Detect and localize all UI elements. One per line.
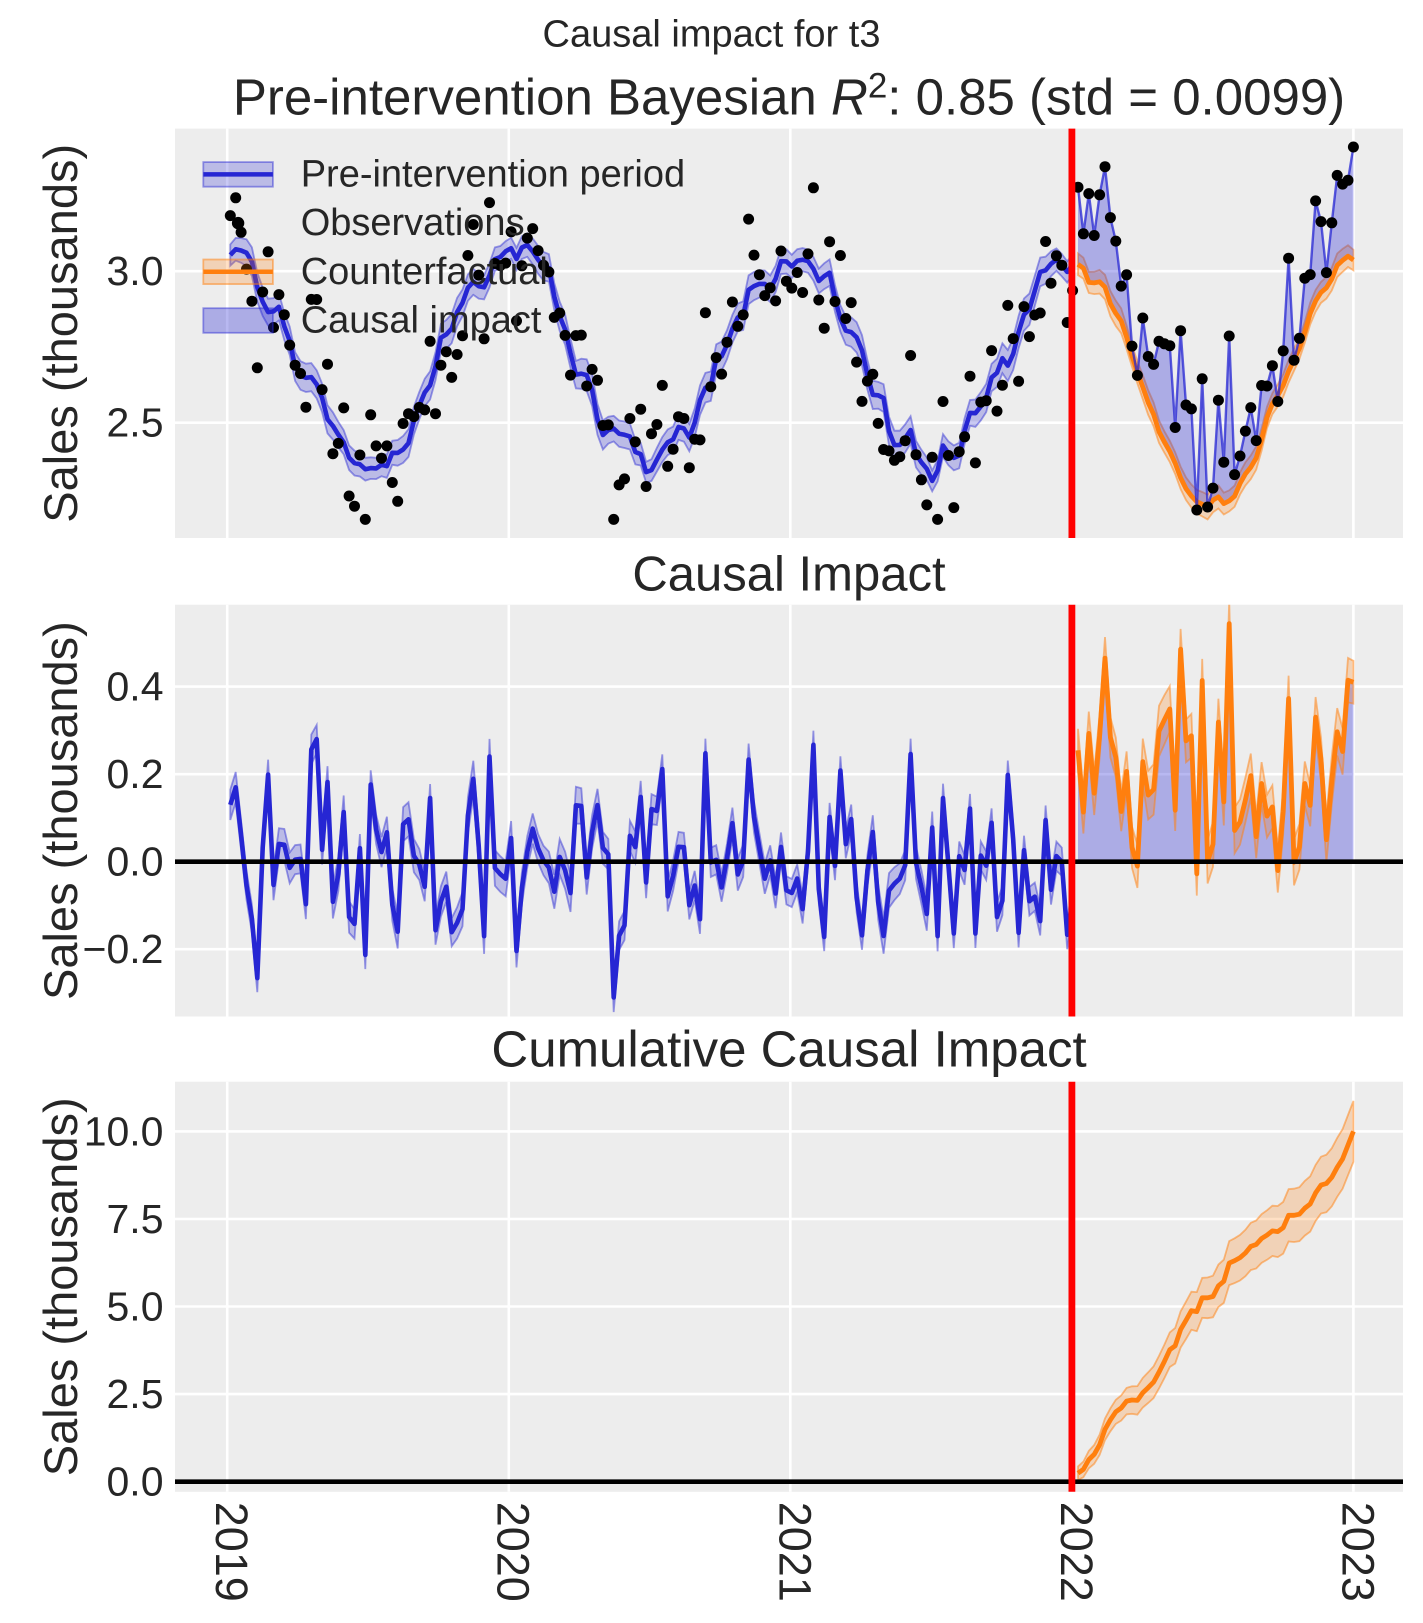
svg-text:Causal impact for t3: Causal impact for t3 (543, 13, 881, 55)
svg-text:0.4: 0.4 (107, 664, 164, 710)
svg-text:Observations: Observations (301, 202, 525, 244)
svg-text:2021: 2021 (769, 1502, 820, 1602)
svg-text:2023: 2023 (1332, 1502, 1383, 1602)
svg-text:7.5: 7.5 (107, 1196, 164, 1242)
svg-text:2020: 2020 (488, 1502, 539, 1602)
svg-text:Causal Impact: Causal Impact (632, 548, 946, 602)
svg-text:0.0: 0.0 (107, 1459, 164, 1505)
svg-text:3.0: 3.0 (107, 248, 164, 294)
svg-text:Counterfactual: Counterfactual (301, 251, 548, 293)
svg-text:Sales (thousands): Sales (thousands) (34, 621, 87, 1000)
svg-text:Sales (thousands): Sales (thousands) (34, 144, 87, 523)
svg-text:2.5: 2.5 (107, 400, 164, 446)
svg-text:2.5: 2.5 (107, 1371, 164, 1417)
svg-text:2019: 2019 (206, 1502, 257, 1602)
svg-text:0.2: 0.2 (107, 751, 164, 797)
svg-text:Cumulative Causal Impact: Cumulative Causal Impact (491, 1020, 1086, 1077)
svg-text:2022: 2022 (1051, 1502, 1102, 1602)
svg-text:0.0: 0.0 (107, 839, 164, 885)
svg-text:Causal impact: Causal impact (301, 300, 542, 342)
svg-text:10.0: 10.0 (84, 1108, 164, 1154)
svg-text:Pre-intervention Bayesian R2:: Pre-intervention Bayesian R2: 0.85 (std … (233, 66, 1345, 125)
svg-text:Sales (thousands): Sales (thousands) (34, 1097, 87, 1476)
svg-text:5.0: 5.0 (107, 1284, 164, 1330)
svg-text:−0.2: −0.2 (83, 926, 164, 972)
svg-text:Pre-intervention period: Pre-intervention period (301, 153, 685, 195)
